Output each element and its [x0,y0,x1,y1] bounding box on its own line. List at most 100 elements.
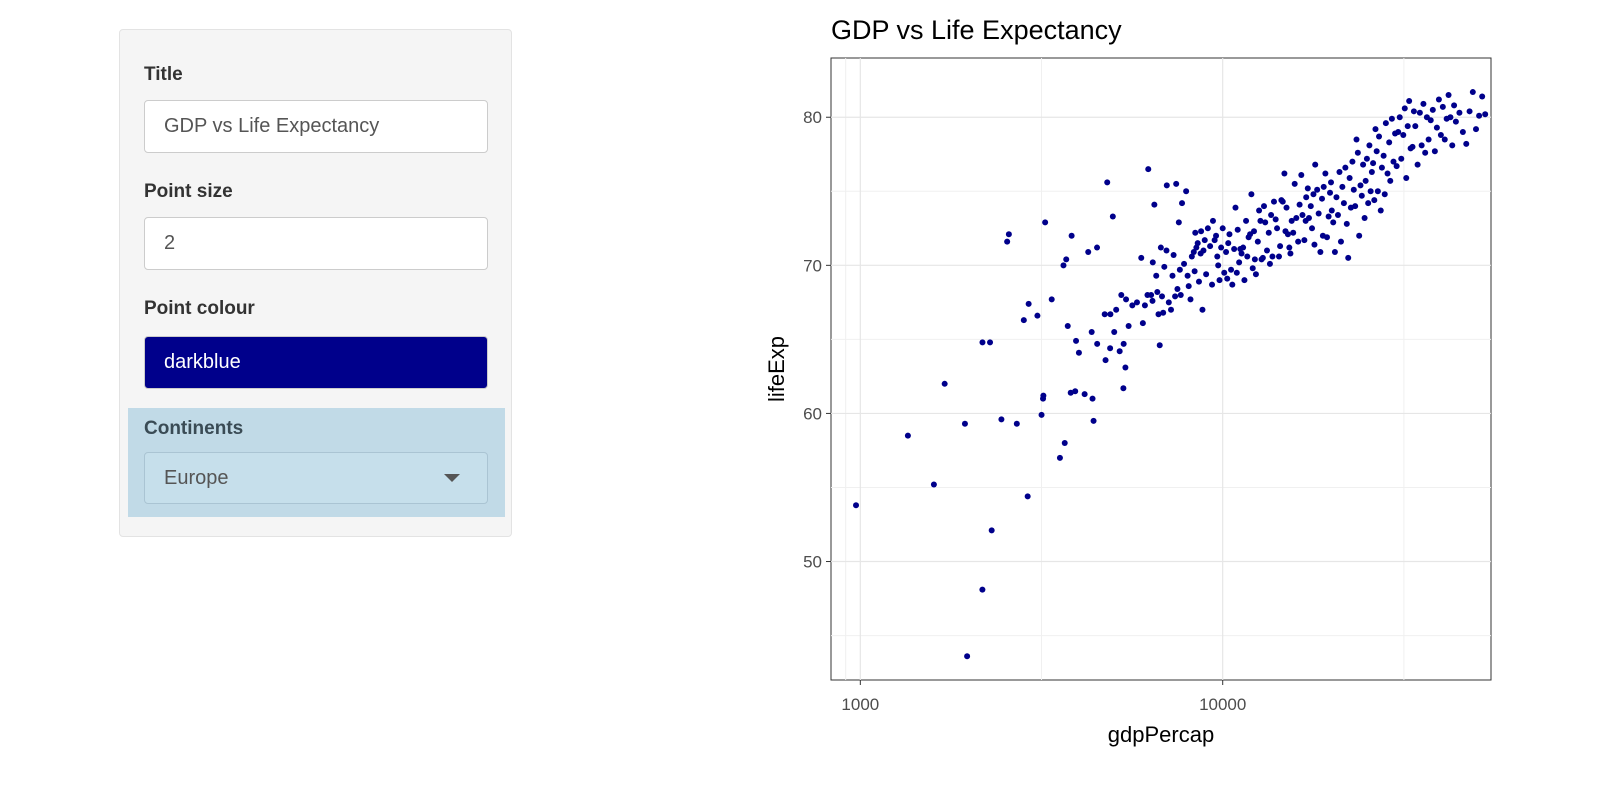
data-point [961,420,968,427]
data-point [1141,302,1148,309]
point-colour-label: Point colour [144,298,255,319]
data-point [1118,291,1125,298]
data-point [1236,259,1243,266]
data-point [1257,217,1264,224]
data-point [1299,211,1306,218]
data-point [1207,243,1214,250]
data-point [1443,115,1450,122]
data-point [1165,299,1172,306]
y-tick-label: 50 [803,553,822,572]
data-point [1200,247,1207,254]
data-point [1272,216,1279,223]
data-point [1322,170,1329,177]
data-point [1081,391,1088,398]
data-point [1281,170,1288,177]
data-point [1373,148,1380,155]
data-point [1310,191,1317,198]
data-point [1107,345,1114,352]
data-point [1311,241,1318,248]
data-point [1169,272,1176,279]
data-point [1234,226,1241,233]
data-point [1362,177,1369,184]
data-point [1320,183,1327,190]
data-point [1346,174,1353,181]
data-point [1075,349,1082,356]
data-point [1232,204,1239,211]
data-point [1102,357,1109,364]
data-point [1237,246,1244,253]
data-point [1387,177,1394,184]
data-point [1392,130,1399,137]
data-point [1409,143,1416,150]
data-point [1317,249,1324,256]
data-point [1170,251,1177,258]
data-point [1456,109,1463,116]
data-point [1094,340,1101,347]
data-point [1277,243,1284,250]
data-point [1328,207,1335,214]
data-point [1259,254,1266,261]
data-point [1219,225,1226,232]
data-point [1418,142,1425,149]
data-point [1228,266,1235,273]
data-point [1240,244,1247,251]
y-tick-label: 60 [803,404,822,423]
data-point [1034,312,1041,319]
data-point [1224,275,1231,282]
data-point [1463,140,1470,147]
data-point [1331,249,1338,256]
point-colour-input[interactable]: darkblue [144,336,488,389]
point-size-input[interactable] [144,217,488,270]
x-tick-label: 10000 [1199,695,1246,714]
data-point [1151,201,1158,208]
data-point [1284,231,1291,238]
data-point [1412,123,1419,130]
data-point [1040,392,1047,399]
data-point [1431,148,1438,155]
data-point [1241,277,1248,284]
data-point [1225,240,1232,247]
data-point [1174,286,1181,293]
data-point [1042,219,1049,226]
data-point [1398,155,1405,162]
data-point [1244,253,1251,260]
data-point [1163,182,1170,189]
data-point [1324,234,1331,241]
data-point [1451,102,1458,109]
data-point [1233,269,1240,276]
data-point [1425,136,1432,143]
data-point [1256,207,1263,214]
data-point [1265,229,1272,236]
data-point [1441,136,1448,143]
data-point [853,502,860,509]
continents-label: Continents [144,418,244,439]
data-point [1296,201,1303,208]
data-point [1420,100,1427,107]
data-point [1211,237,1218,244]
data-point [1107,311,1114,318]
data-point [1350,186,1357,193]
data-point [1309,225,1316,232]
data-point [1060,262,1067,269]
continents-select[interactable]: Europe [144,452,488,504]
data-point [1089,395,1096,402]
data-point [1274,225,1281,232]
data-point [1229,281,1236,288]
data-point [1020,317,1027,324]
data-point [1312,161,1319,168]
data-point [1179,200,1186,207]
data-point [1278,197,1285,204]
data-point [1390,158,1397,165]
data-point [1452,118,1459,125]
x-axis-title: gdpPercap [1108,722,1214,747]
data-point [987,339,994,346]
data-point [1347,204,1354,211]
data-point [1407,145,1414,152]
title-input[interactable] [144,100,488,153]
data-point [1353,136,1360,143]
data-point [1466,108,1473,115]
data-point [998,416,1005,423]
data-point [1161,263,1168,270]
data-point [1251,256,1258,263]
data-point [1423,114,1430,121]
